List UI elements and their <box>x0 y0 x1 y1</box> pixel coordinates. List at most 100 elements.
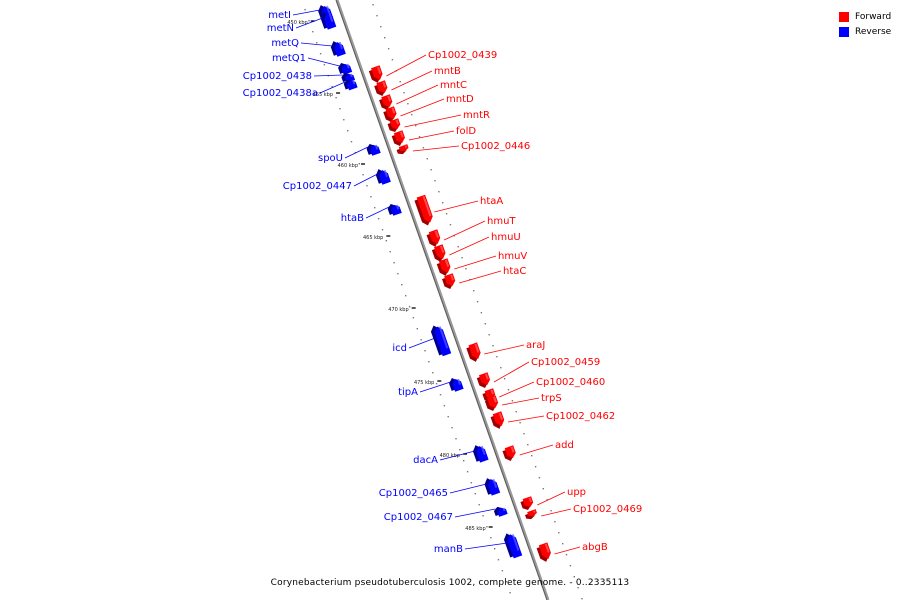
tick-dot <box>465 268 467 270</box>
gene-hmuu <box>431 244 446 262</box>
tick-dot <box>420 339 422 341</box>
tick-dot <box>546 499 548 501</box>
leader-spou <box>344 146 369 159</box>
leader-upp <box>537 491 566 506</box>
gene-cp1002-0439 <box>368 65 383 83</box>
tick-dot <box>374 207 376 209</box>
gene-highlight <box>434 230 439 238</box>
tick-dot <box>343 119 345 121</box>
tick-dot <box>442 202 444 204</box>
gene-body <box>416 194 433 223</box>
gene-highlight <box>382 81 387 88</box>
gene-highlight <box>493 396 497 403</box>
tick-dot <box>384 37 386 39</box>
tick-dot <box>515 411 517 413</box>
leader-cp1002-0460 <box>499 381 535 398</box>
label-cp1002-0447: Cp1002_0447 <box>283 181 352 192</box>
tick-dot <box>370 196 372 198</box>
tick-label-485-kbp: 485 kbp <box>465 526 485 532</box>
tick-dot <box>331 86 333 88</box>
label-cp1002-0446: Cp1002_0446 <box>461 141 530 152</box>
forward-swatch <box>839 11 849 22</box>
gene-trps <box>484 395 499 411</box>
leader-cp1002-0447 <box>353 173 378 187</box>
leader-icd <box>408 337 436 349</box>
label-htac: htaC <box>503 266 526 277</box>
tick-dot <box>519 422 521 424</box>
tick-dot <box>407 103 409 105</box>
tick-dot <box>447 416 449 418</box>
tick-label-450-kbp: 450 kbp <box>287 20 307 26</box>
label-mntr: mntR <box>463 110 490 121</box>
tick-dot <box>391 59 394 61</box>
tick-dot <box>577 587 579 589</box>
tick-dot <box>473 290 475 292</box>
gene-highlight <box>510 446 515 453</box>
tick-dot <box>461 257 463 259</box>
tick-dot <box>316 42 318 44</box>
leader-cp1002-0462 <box>508 415 545 423</box>
gene-highlight <box>346 63 350 69</box>
gene-cp1002-0465 <box>484 478 501 496</box>
tick-dot <box>435 383 438 385</box>
gene-highlight <box>492 478 498 488</box>
tick-dot <box>445 213 448 215</box>
tick-dot <box>451 427 453 429</box>
gene-highlight <box>498 412 503 420</box>
tick-dot <box>415 125 417 127</box>
leader-mntr <box>404 114 462 128</box>
tick-dot <box>438 191 440 193</box>
leader-daca <box>439 450 475 461</box>
gene-hmut <box>426 229 441 247</box>
tick-label-480-kbp: 480 kbp <box>440 453 460 459</box>
tick-dot <box>432 372 434 374</box>
backbone-edge <box>335 0 548 600</box>
tick-dot <box>387 48 390 50</box>
tick-dot <box>488 334 490 336</box>
leader-abgb <box>554 546 581 555</box>
gene-highlight <box>352 80 356 85</box>
label-tipa: tipA <box>398 387 418 398</box>
tick-dot <box>511 400 514 402</box>
tick-dot <box>422 147 425 149</box>
tick-dot <box>385 240 387 242</box>
tick-dot <box>558 532 560 534</box>
gene-metn <box>320 12 337 30</box>
gene-highlight <box>374 144 379 150</box>
gene-htaa <box>414 194 433 226</box>
label-metn: metN <box>267 23 294 34</box>
tick-dot <box>503 378 506 380</box>
gene-cp1002-0469 <box>524 509 537 520</box>
gene-spou <box>366 143 381 156</box>
tick-dot <box>500 367 502 369</box>
leader-htaa <box>434 200 479 213</box>
leader-manb <box>464 542 508 550</box>
gene-highlight <box>377 66 382 74</box>
genome-backbone <box>335 0 550 600</box>
gene-add <box>502 445 516 461</box>
label-meti: metI <box>268 10 291 21</box>
gene-tipa <box>449 378 464 392</box>
tick-dot <box>562 543 564 545</box>
legend-reverse-label: Reverse <box>855 26 892 37</box>
tick-dot <box>501 570 504 572</box>
tick-dot <box>565 554 568 556</box>
gene-highlight <box>387 95 392 102</box>
tick-dot <box>399 81 401 83</box>
tick-dot <box>362 174 364 176</box>
leader-metq1 <box>307 57 340 67</box>
tick-label-475-kbp: 475 kbp <box>414 380 434 386</box>
leader-cp1002-0438a <box>319 81 346 94</box>
tick-dot <box>470 482 473 484</box>
label-cp1002-0467: Cp1002_0467 <box>384 512 453 523</box>
gene-manb <box>503 533 523 559</box>
label-htaa: htaA <box>480 196 503 207</box>
gene-cp1002-0459 <box>476 372 491 388</box>
legend-reverse: Reverse <box>839 24 891 39</box>
label-mntd: mntD <box>446 94 474 105</box>
label-hmuu: hmuU <box>491 232 521 243</box>
tick-label-460-kbp: 460 kbp <box>338 163 358 169</box>
label-icd: icd <box>392 343 407 354</box>
tick-dot <box>350 141 353 143</box>
tick-dot <box>492 345 494 347</box>
